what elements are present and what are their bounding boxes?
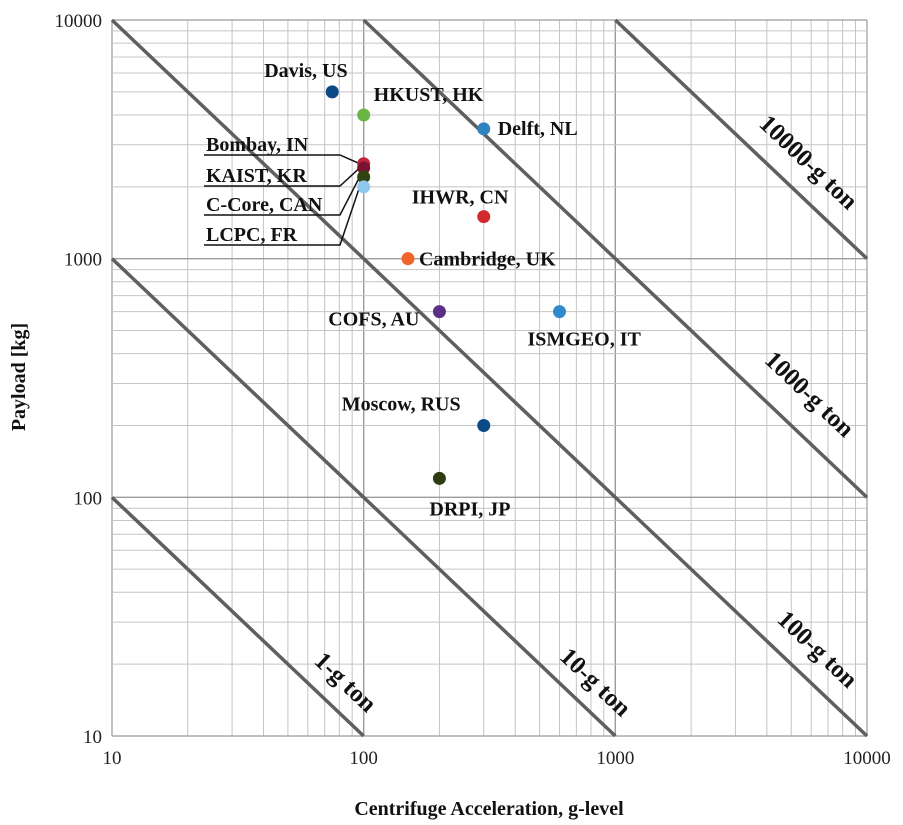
point-label: Cambridge, UK: [419, 249, 556, 271]
data-point: [432, 471, 446, 485]
data-point: [553, 305, 567, 319]
data-point: [325, 85, 339, 99]
x-tick-label: 10000: [843, 748, 891, 769]
point-label: IHWR, CN: [412, 187, 509, 209]
leader-line: [204, 176, 361, 216]
x-tick-label: 10: [103, 748, 122, 769]
point-label: Delft, NL: [498, 118, 578, 140]
reference-line-label: 1000-g ton: [759, 346, 859, 443]
data-point: [477, 418, 491, 432]
data-point: [357, 108, 371, 122]
reference-line: [362, 18, 869, 499]
leader-line: [204, 167, 361, 187]
point-label: DRPI, JP: [429, 498, 510, 520]
leader-line: [204, 186, 361, 246]
y-axis-title: Payload [kg]: [8, 323, 30, 431]
reference-line-label: 10000-g ton: [754, 110, 863, 215]
data-point: [357, 161, 371, 175]
data-point: [477, 210, 491, 224]
point-label: COFS, AU: [328, 309, 419, 331]
point-label: HKUST, HK: [374, 84, 484, 106]
reference-line: [110, 257, 617, 738]
y-tick-label: 10: [83, 727, 102, 748]
leader-line: [204, 154, 360, 165]
data-points: Davis, US HKUST, HK Delft, NL Bombay, IN KAI…: [206, 60, 642, 521]
point-label: C-Core, CAN: [206, 194, 323, 216]
data-point: [477, 122, 491, 136]
data-point: [357, 170, 371, 184]
x-axis-title: Centrifuge Acceleration, g-level: [354, 798, 624, 820]
point-label: Moscow, RUS: [342, 393, 461, 415]
point-label: Bombay, IN: [206, 134, 309, 156]
y-tick-label: 10000: [55, 11, 103, 32]
reference-line-label: 1-g ton: [309, 647, 382, 718]
x-tick-label: 1000: [596, 748, 634, 769]
data-point: [357, 180, 371, 194]
reference-line: [614, 18, 869, 260]
reference-line-label: 10-g ton: [554, 643, 636, 722]
reference-line: [110, 496, 365, 738]
y-tick-label: 100: [74, 488, 103, 509]
data-point: [401, 252, 415, 266]
point-label: KAIST, KR: [206, 165, 307, 187]
grid: [111, 19, 868, 737]
point-label: ISMGEO, IT: [528, 329, 642, 351]
tick-labels: 10 100 1000 10000 10 100 1000 10000: [55, 11, 891, 769]
label-leaders: [204, 154, 361, 246]
reference-line: [110, 18, 869, 738]
y-tick-label: 1000: [64, 250, 102, 271]
reference-line-label: 100-g ton: [772, 606, 863, 694]
data-point: [432, 305, 446, 319]
point-label: LCPC, FR: [206, 224, 298, 246]
point-label: Davis, US: [264, 60, 347, 82]
x-tick-label: 100: [349, 748, 378, 769]
